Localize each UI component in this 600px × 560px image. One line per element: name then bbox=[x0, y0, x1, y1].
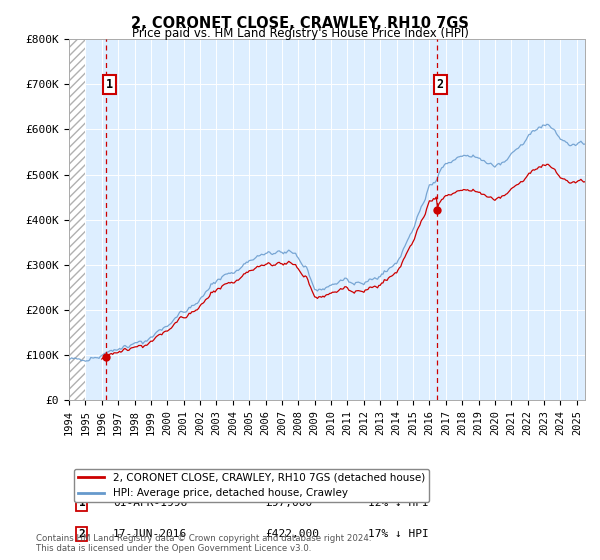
Text: 1: 1 bbox=[79, 498, 85, 508]
Text: 2, CORONET CLOSE, CRAWLEY, RH10 7GS: 2, CORONET CLOSE, CRAWLEY, RH10 7GS bbox=[131, 16, 469, 31]
Text: 12% ↓ HPI: 12% ↓ HPI bbox=[368, 498, 429, 508]
Text: 1: 1 bbox=[106, 78, 113, 91]
Text: Price paid vs. HM Land Registry's House Price Index (HPI): Price paid vs. HM Land Registry's House … bbox=[131, 27, 469, 40]
Bar bbox=[69, 39, 85, 400]
Text: 17-JUN-2016: 17-JUN-2016 bbox=[113, 529, 187, 539]
Text: £422,000: £422,000 bbox=[265, 529, 319, 539]
Legend: 2, CORONET CLOSE, CRAWLEY, RH10 7GS (detached house), HPI: Average price, detach: 2, CORONET CLOSE, CRAWLEY, RH10 7GS (det… bbox=[74, 469, 429, 502]
Text: 01-APR-1996: 01-APR-1996 bbox=[113, 498, 187, 508]
Text: 17% ↓ HPI: 17% ↓ HPI bbox=[368, 529, 429, 539]
Text: 2: 2 bbox=[437, 78, 444, 91]
Text: Contains HM Land Registry data © Crown copyright and database right 2024.
This d: Contains HM Land Registry data © Crown c… bbox=[36, 534, 371, 553]
Text: £97,000: £97,000 bbox=[265, 498, 313, 508]
Text: 2: 2 bbox=[79, 529, 85, 539]
